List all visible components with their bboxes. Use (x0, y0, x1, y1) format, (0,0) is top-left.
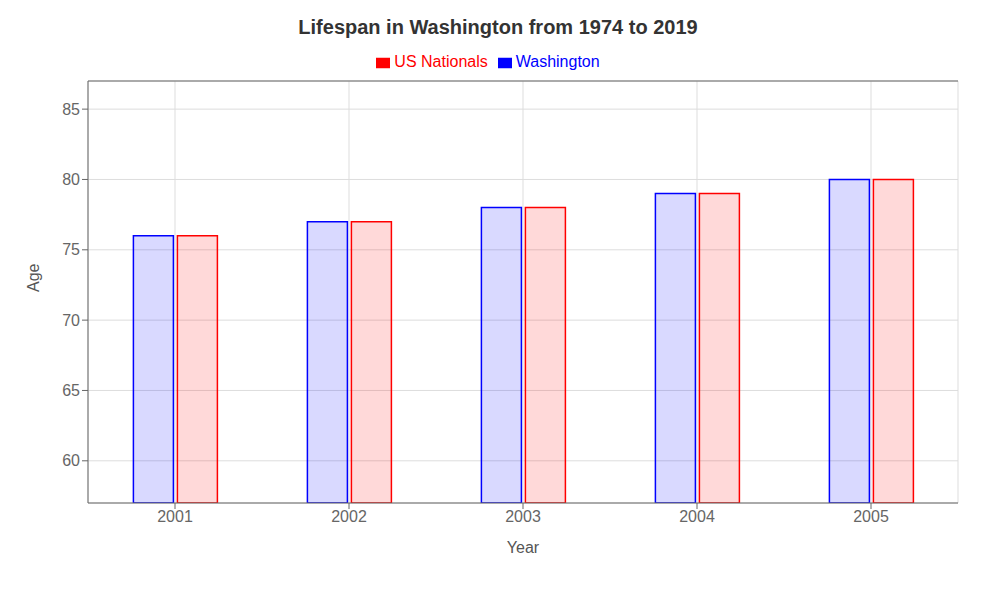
svg-text:Age: Age (25, 263, 42, 292)
html-text:Lifespan in Washington from 19: Lifespan in Washington from 1974 to 2019 (298, 16, 698, 38)
svg-text:2003: 2003 (505, 508, 541, 525)
svg-text:65: 65 (62, 382, 80, 399)
svg-text:2005: 2005 (853, 508, 889, 525)
svg-text:Year: Year (507, 539, 540, 556)
svg-text:80: 80 (62, 171, 80, 188)
svg-text:2002: 2002 (331, 508, 367, 525)
svg-text:2001: 2001 (157, 508, 193, 525)
svg-text:60: 60 (62, 452, 80, 469)
html-text:Washington: Washington (515, 53, 600, 70)
html-text:US Nationals: US Nationals (394, 53, 488, 70)
svg-text:75: 75 (62, 241, 80, 258)
svg-text:70: 70 (62, 312, 80, 329)
svg-text:2004: 2004 (679, 508, 715, 525)
svg-text:85: 85 (62, 101, 80, 118)
